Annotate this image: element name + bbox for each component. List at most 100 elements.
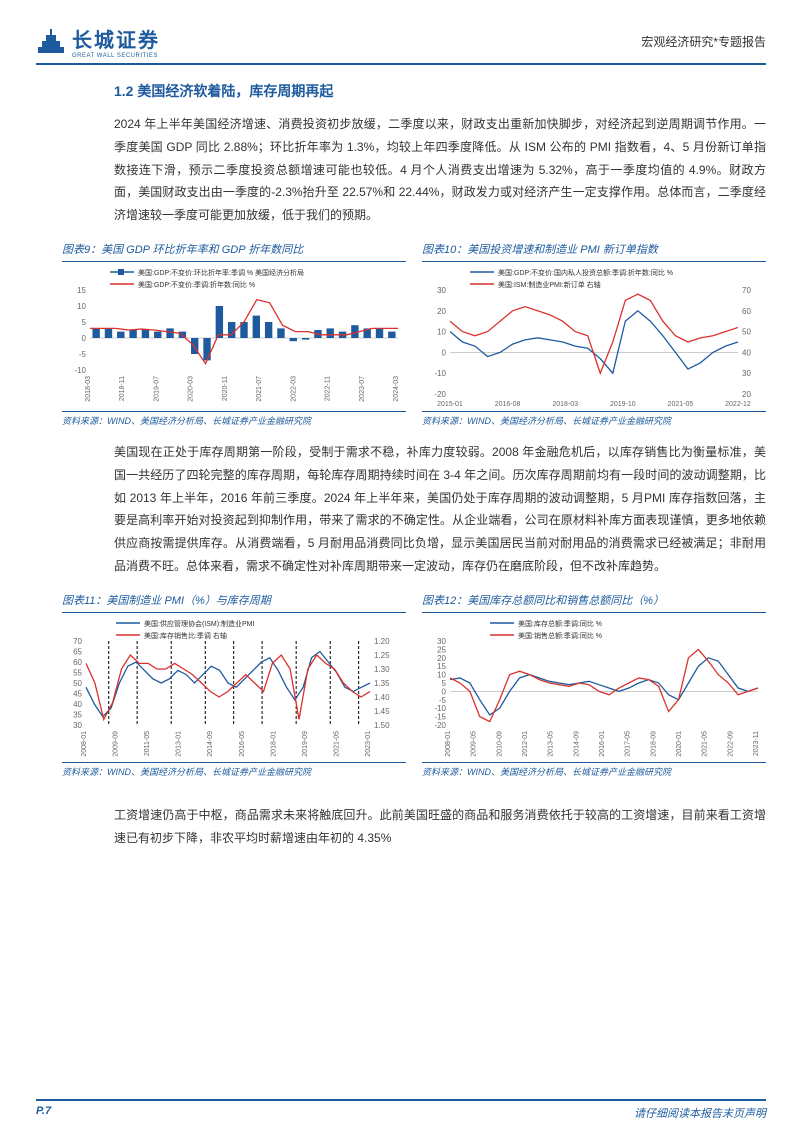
svg-text:-5: -5 xyxy=(79,350,87,359)
svg-text:-20: -20 xyxy=(434,390,446,399)
svg-text:1.30: 1.30 xyxy=(374,665,390,674)
paragraph-1: 2024 年上半年美国经济增速、消费投资初步放缓，二季度以来，财政支出重新加快脚… xyxy=(114,113,766,227)
svg-text:1.45: 1.45 xyxy=(374,707,390,716)
svg-text:0: 0 xyxy=(442,687,447,696)
svg-text:2014-09: 2014-09 xyxy=(207,731,214,757)
svg-text:2018-01: 2018-01 xyxy=(270,731,277,757)
svg-text:1.35: 1.35 xyxy=(374,679,390,688)
svg-text:2022-12: 2022-12 xyxy=(725,401,751,408)
svg-text:5: 5 xyxy=(82,318,87,327)
svg-text:2014-09: 2014-09 xyxy=(573,731,580,757)
svg-text:-10: -10 xyxy=(434,704,446,713)
svg-text:2016-08: 2016-08 xyxy=(495,401,521,408)
svg-text:50: 50 xyxy=(742,328,751,337)
svg-text:1.20: 1.20 xyxy=(374,637,390,646)
page-number: P.7 xyxy=(36,1105,51,1121)
svg-text:2022-09: 2022-09 xyxy=(727,731,734,757)
chart-9: 图表9：美国 GDP 环比折年率和 GDP 折年数同比 美国:GDP:不变价:环… xyxy=(62,241,406,427)
svg-text:5: 5 xyxy=(442,679,447,688)
logo-icon xyxy=(36,27,66,57)
svg-text:2008-01: 2008-01 xyxy=(445,731,452,757)
svg-text:50: 50 xyxy=(73,679,82,688)
svg-text:美国:销售总额:季调:同比 %: 美国:销售总额:季调:同比 % xyxy=(518,631,602,640)
logo: 长城证券 GREAT WALL SECURITIES xyxy=(36,24,160,59)
svg-text:-10: -10 xyxy=(74,366,86,375)
svg-text:2015-01: 2015-01 xyxy=(437,401,463,408)
chart-10-title: 图表10：美国投资增速和制造业 PMI 新订单指数 xyxy=(422,241,766,257)
svg-text:2013-01: 2013-01 xyxy=(176,731,183,757)
svg-text:美国:供应管理协会(ISM):制造业PMI: 美国:供应管理协会(ISM):制造业PMI xyxy=(144,619,254,628)
svg-text:2010-09: 2010-09 xyxy=(496,731,503,757)
chart-10-source: 资料来源：WIND、美国经济分析局、长城证券产业金融研究院 xyxy=(422,411,766,427)
svg-text:70: 70 xyxy=(742,286,751,295)
svg-text:0: 0 xyxy=(442,348,447,357)
svg-text:2021-05: 2021-05 xyxy=(668,401,694,408)
svg-text:60: 60 xyxy=(742,307,751,316)
svg-text:2020-11: 2020-11 xyxy=(222,376,229,401)
svg-text:-15: -15 xyxy=(434,712,446,721)
svg-text:2021-05: 2021-05 xyxy=(333,731,340,757)
svg-text:20: 20 xyxy=(742,390,751,399)
svg-text:2022-03: 2022-03 xyxy=(290,376,297,402)
svg-text:2012-01: 2012-01 xyxy=(522,731,529,757)
svg-text:1.25: 1.25 xyxy=(374,651,390,660)
svg-text:-10: -10 xyxy=(434,369,446,378)
chart-9-svg: 美国:GDP:不变价:环比折年率:季调 % 美国经济分析局美国:GDP:不变价:… xyxy=(62,266,402,410)
svg-text:2024-03: 2024-03 xyxy=(393,376,400,402)
paragraph-2: 美国现在正处于库存周期第一阶段，受制于需求不稳，补库力度较弱。2008 年金融危… xyxy=(114,441,766,578)
chart-11-svg: 美国:供应管理协会(ISM):制造业PMI 美国:库存销售比:季调 右轴 30 35 4… xyxy=(62,617,402,765)
chart-12-svg: 美国:库存总额:季调:同比 %美国:销售总额:季调:同比 %-20-15-10-… xyxy=(422,617,762,765)
svg-text:70: 70 xyxy=(73,637,82,646)
svg-text:20: 20 xyxy=(437,307,446,316)
svg-text:1.50: 1.50 xyxy=(374,721,390,730)
svg-text:2023-11: 2023-11 xyxy=(753,731,760,756)
svg-text:45: 45 xyxy=(73,689,82,698)
svg-text:2020-03: 2020-03 xyxy=(188,376,195,402)
header-category: 宏观经济研究*专题报告 xyxy=(641,33,766,50)
svg-text:30: 30 xyxy=(437,637,446,646)
svg-text:15: 15 xyxy=(437,662,446,671)
svg-text:30: 30 xyxy=(73,721,82,730)
svg-text:65: 65 xyxy=(73,647,82,656)
svg-text:2017-05: 2017-05 xyxy=(625,731,632,757)
chart-10: 图表10：美国投资增速和制造业 PMI 新订单指数 美国:GDP:不变价:国内私… xyxy=(422,241,766,427)
svg-text:2020-01: 2020-01 xyxy=(676,731,683,757)
svg-text:2009-05: 2009-05 xyxy=(471,731,478,757)
chart-11: 图表11：美国制造业 PMI（%）与库存周期 美国:供应管理协会(ISM):制造… xyxy=(62,592,406,778)
svg-text:-5: -5 xyxy=(439,696,447,705)
svg-text:2016-01: 2016-01 xyxy=(599,731,606,757)
svg-text:40: 40 xyxy=(742,348,751,357)
svg-text:10: 10 xyxy=(437,670,446,679)
svg-text:2019-10: 2019-10 xyxy=(610,401,636,408)
svg-text:美国:库存销售比:季调 右轴: 美国:库存销售比:季调 右轴 xyxy=(144,631,227,640)
chart-9-source: 资料来源：WIND、美国经济分析局、长城证券产业金融研究院 xyxy=(62,411,406,427)
svg-text:30: 30 xyxy=(437,286,446,295)
chart-12: 图表12：美国库存总额同比和销售总额同比（%） 美国:库存总额:季调:同比 %美… xyxy=(422,592,766,778)
footer: P.7 请仔细阅读本报告末页声明 xyxy=(36,1099,766,1121)
svg-text:35: 35 xyxy=(73,710,82,719)
svg-text:2018-03: 2018-03 xyxy=(552,401,578,408)
svg-text:2023-01: 2023-01 xyxy=(365,731,372,757)
svg-text:2019-09: 2019-09 xyxy=(302,731,309,757)
svg-text:10: 10 xyxy=(437,328,446,337)
svg-text:10: 10 xyxy=(77,302,86,311)
svg-text:25: 25 xyxy=(437,645,446,654)
svg-text:1.40: 1.40 xyxy=(374,693,390,702)
paragraph-3: 工资增速仍高于中枢，商品需求未来将触底回升。此前美国旺盛的商品和服务消费依托于较… xyxy=(114,804,766,850)
footer-disclaimer: 请仔细阅读本报告末页声明 xyxy=(634,1105,766,1121)
page-header: 长城证券 GREAT WALL SECURITIES 宏观经济研究*专题报告 xyxy=(36,24,766,65)
svg-text:0: 0 xyxy=(82,334,87,343)
svg-text:2011-05: 2011-05 xyxy=(144,731,151,756)
section-title: 1.2 美国经济软着陆，库存周期再起 xyxy=(114,81,766,101)
chart-11-title: 图表11：美国制造业 PMI（%）与库存周期 xyxy=(62,592,406,608)
svg-text:2022-11: 2022-11 xyxy=(325,376,332,401)
svg-text:2018-09: 2018-09 xyxy=(650,731,657,757)
svg-text:美国:GDP:不变价:环比折年率:季调 % 美国经济分析局: 美国:GDP:不变价:环比折年率:季调 % 美国经济分析局 xyxy=(138,268,304,277)
svg-text:15: 15 xyxy=(77,286,86,295)
svg-text:美国:ISM:制造业PMI:新订单 右轴: 美国:ISM:制造业PMI:新订单 右轴 xyxy=(498,280,601,289)
chart-10-svg: 美国:GDP:不变价:国内私人投资总额:季调:折年数:同比 %美国:ISM:制造… xyxy=(422,266,762,410)
chart-12-title: 图表12：美国库存总额同比和销售总额同比（%） xyxy=(422,592,766,608)
logo-cn: 长城证券 xyxy=(72,24,160,53)
svg-text:60: 60 xyxy=(73,658,82,667)
svg-text:美国:GDP:不变价:季调:折年数:同比 %: 美国:GDP:不变价:季调:折年数:同比 % xyxy=(138,280,255,289)
